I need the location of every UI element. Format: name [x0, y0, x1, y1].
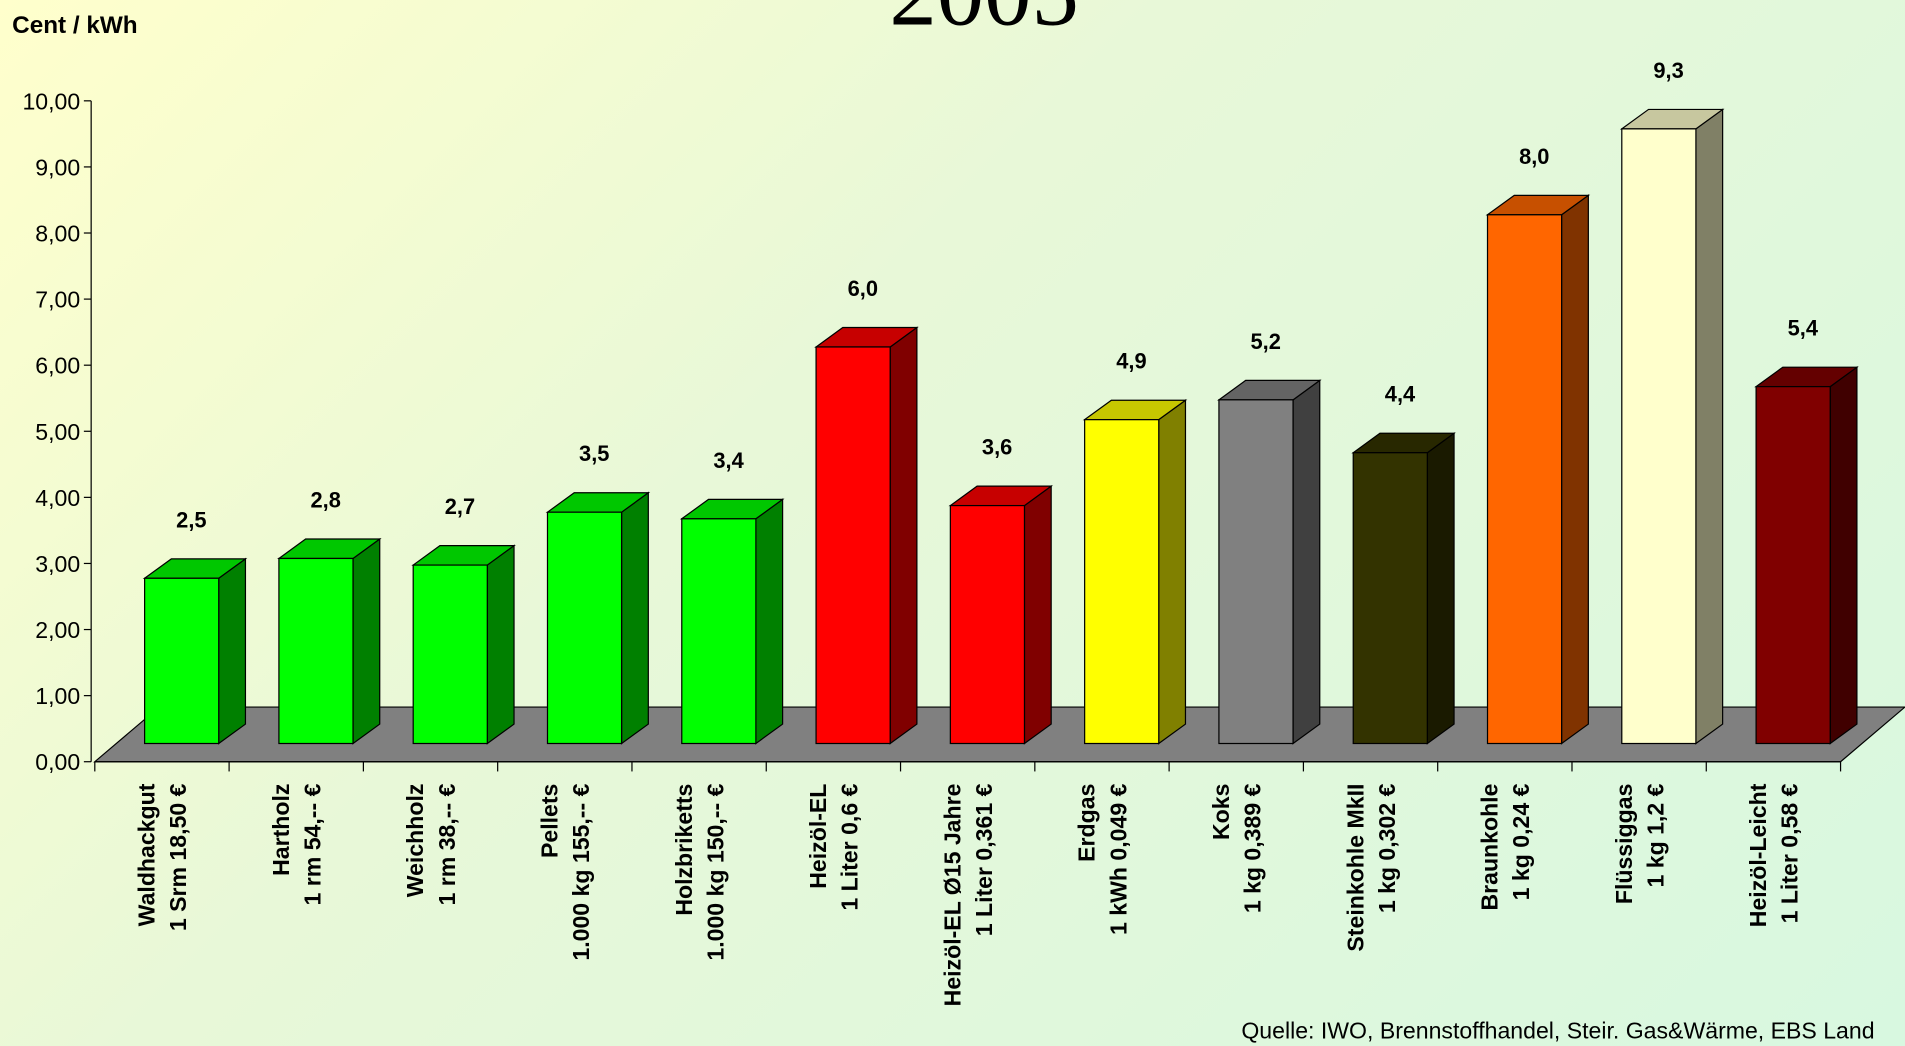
bar-front — [144, 577, 220, 745]
bar-side — [486, 544, 515, 745]
bar — [1485, 194, 1591, 745]
x-tick-label: Heizöl-EL — [805, 784, 831, 889]
x-tick-label: 1 Liter 0,361 € — [971, 783, 997, 936]
y-axis-label: Cent / kWh — [12, 12, 137, 39]
bar — [1619, 108, 1725, 745]
y-tick-label: 2,00 — [35, 617, 80, 643]
x-tick-label: 1 kWh 0,049 € — [1105, 783, 1131, 935]
bar-side — [1695, 108, 1724, 745]
data-label: 2,5 — [176, 507, 206, 532]
bar-side — [1829, 365, 1858, 745]
data-label: 4,9 — [1116, 349, 1146, 374]
bar — [411, 544, 516, 745]
x-tick-label: Pellets — [537, 784, 563, 858]
x-tick-label: Heizöl-Leicht — [1745, 783, 1771, 927]
x-tick-label: 1 Liter 0,6 € — [837, 783, 863, 910]
x-tick-label: Holzbriketts — [671, 784, 697, 916]
data-label: 5,4 — [1788, 316, 1819, 341]
y-tick-label: 9,00 — [35, 154, 80, 180]
x-tick-label: Flüssiggas — [1611, 784, 1637, 905]
y-tick-label: 1,00 — [35, 683, 80, 709]
bar-front — [1486, 214, 1563, 745]
x-tick-label: Steinkohle MkII — [1342, 784, 1368, 952]
bar — [814, 326, 919, 745]
x-tick-label: 1 kg 0,24 € — [1508, 783, 1534, 900]
x-tick-label: Waldhackgut — [134, 783, 160, 926]
x-tick-label: 1 kg 0,389 € — [1240, 783, 1266, 913]
x-tick-label: 1 Srm 18,50 € — [165, 783, 191, 931]
data-label: 6,0 — [848, 276, 878, 301]
x-tick-label: 1 kg 0,302 € — [1374, 783, 1400, 913]
y-tick-label: 3,00 — [35, 551, 80, 577]
bar-side — [218, 557, 247, 745]
bar-front — [278, 557, 354, 745]
bar-front — [681, 518, 757, 745]
bar-front — [1755, 386, 1831, 745]
data-label: 9,3 — [1653, 58, 1683, 83]
bar-side — [1158, 399, 1187, 745]
y-tick-label: 5,00 — [35, 419, 80, 445]
bar-side — [755, 498, 784, 745]
bar-front — [1084, 419, 1160, 745]
data-label: 3,5 — [579, 441, 609, 466]
bar — [277, 537, 382, 745]
y-tick-label: 0,00 — [35, 749, 80, 775]
bar-side — [352, 537, 381, 745]
y-tick-label: 10,00 — [22, 88, 80, 114]
bar — [948, 484, 1054, 745]
bar-side — [620, 491, 649, 745]
bar-front — [1218, 399, 1294, 745]
bar-side — [1561, 194, 1589, 745]
data-label: 2,8 — [310, 487, 340, 512]
bar — [545, 491, 651, 745]
bar — [679, 498, 785, 745]
bar-side — [1023, 484, 1052, 745]
data-label: 4,4 — [1385, 382, 1416, 407]
source-note: Quelle: IWO, Brennstoffhandel, Steir. Ga… — [1241, 1018, 1874, 1044]
bar-front — [949, 504, 1026, 745]
y-tick-label: 4,00 — [35, 485, 80, 511]
chart-title: 2005 — [889, 0, 1079, 45]
bar — [142, 557, 248, 745]
x-tick-label: Heizöl-EL Ø15 Jahre — [939, 783, 965, 1006]
bar-side — [889, 326, 918, 745]
bar — [1351, 432, 1456, 745]
data-label: 5,2 — [1251, 329, 1281, 354]
x-tick-label: 1 rm 54,-- € — [300, 783, 326, 905]
bar — [1754, 365, 1859, 745]
x-tick-label: Hartholz — [268, 784, 294, 876]
bar-front — [546, 511, 623, 745]
data-label: 2,7 — [445, 494, 475, 519]
x-tick-label: Erdgas — [1074, 784, 1100, 862]
data-label: 3,6 — [982, 435, 1012, 460]
x-tick-label: 1 rm 38,-- € — [434, 783, 460, 905]
x-tick-label: Koks — [1208, 784, 1234, 840]
bar-side — [1426, 432, 1455, 745]
x-tick-label: Weichholz — [402, 784, 428, 898]
bar — [1217, 379, 1322, 745]
y-tick-label: 8,00 — [35, 221, 80, 247]
y-tick-label: 6,00 — [35, 353, 80, 379]
x-tick-label: 1.000 kg 150,-- € — [702, 783, 728, 960]
bar-front — [1621, 128, 1697, 745]
bar-front — [412, 564, 488, 745]
bar — [1082, 399, 1188, 745]
x-tick-label: 1 Liter 0,58 € — [1777, 783, 1803, 923]
data-label: 3,4 — [713, 448, 744, 473]
x-tick-label: 1.000 kg 155,-- € — [568, 783, 594, 960]
bar-side — [1292, 379, 1321, 745]
bar-front — [1352, 452, 1428, 745]
x-tick-label: 1 kg 1,2 € — [1642, 783, 1668, 887]
data-label: 8,0 — [1519, 144, 1549, 169]
y-tick-label: 7,00 — [35, 287, 80, 313]
bar-front — [815, 346, 891, 745]
x-tick-label: Braunkohle — [1477, 783, 1503, 910]
